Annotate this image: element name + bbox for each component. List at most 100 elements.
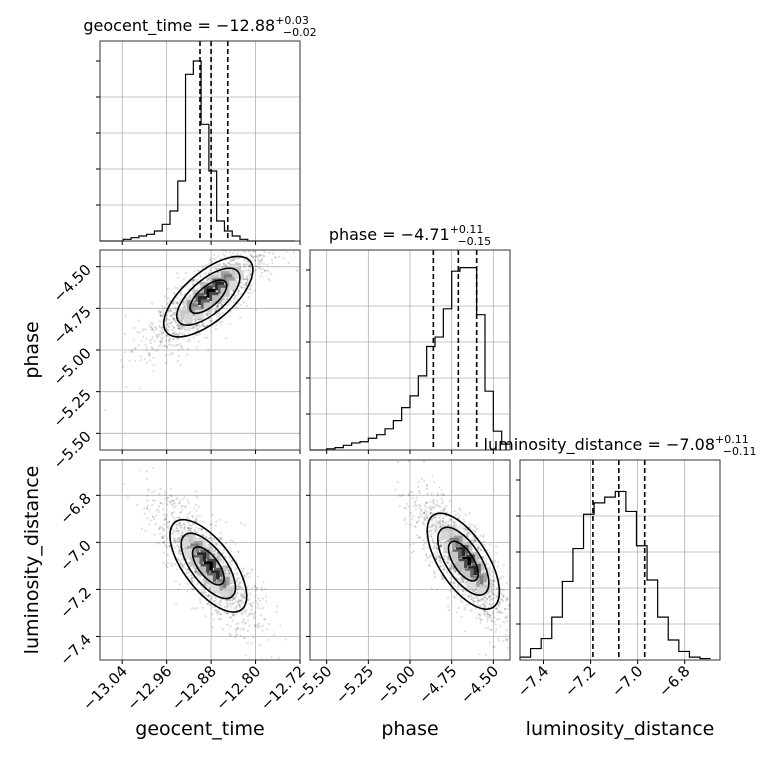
sample-point xyxy=(155,349,158,352)
sample-point xyxy=(151,335,154,339)
sample-point xyxy=(170,562,173,565)
sample-point xyxy=(464,513,467,516)
sample-point xyxy=(172,291,175,294)
sample-point xyxy=(169,322,172,325)
sample-point xyxy=(259,259,262,262)
sample-point xyxy=(172,332,175,335)
sample-point xyxy=(215,324,218,327)
sample-point xyxy=(178,327,181,330)
sample-point xyxy=(160,333,163,336)
sample-point xyxy=(176,333,179,337)
sample-point xyxy=(490,628,493,631)
sample-point xyxy=(179,528,182,531)
sample-point xyxy=(439,505,442,508)
sample-point xyxy=(442,507,446,510)
contour-level-1 xyxy=(176,267,241,326)
sample-point xyxy=(136,330,139,334)
sample-point xyxy=(164,339,168,342)
sample-point xyxy=(498,617,501,620)
sample-point xyxy=(173,344,176,347)
sample-point xyxy=(148,324,151,327)
sample-point xyxy=(175,526,178,530)
sample-point xyxy=(123,351,126,354)
sample-point xyxy=(497,561,500,564)
sample-point xyxy=(255,265,259,268)
sample-point xyxy=(176,544,179,547)
sample-point xyxy=(500,576,503,579)
sample-point xyxy=(231,614,235,617)
sample-point xyxy=(214,524,217,527)
sample-point xyxy=(257,263,260,266)
sample-point xyxy=(190,577,193,581)
sample-point xyxy=(125,385,128,388)
sample-point xyxy=(172,531,175,534)
sample-point xyxy=(239,634,242,637)
sample-point xyxy=(438,486,441,489)
sample-point xyxy=(236,290,239,293)
sample-point xyxy=(172,500,175,503)
sample-point xyxy=(255,587,258,590)
sample-point xyxy=(431,518,434,521)
sample-point xyxy=(250,642,253,645)
sample-point xyxy=(238,244,240,246)
sample-point xyxy=(237,257,240,260)
y-tick-label: −5.50 xyxy=(50,427,95,472)
sample-point xyxy=(251,587,254,590)
sample-point xyxy=(426,510,429,513)
sample-point xyxy=(183,523,186,526)
sample-point xyxy=(164,517,167,520)
sample-point xyxy=(407,505,410,508)
sample-point xyxy=(226,612,229,615)
sample-point xyxy=(454,596,457,599)
sample-point xyxy=(234,568,237,571)
sample-point xyxy=(150,325,153,328)
sample-point xyxy=(443,551,446,554)
sample-point xyxy=(275,610,278,614)
sample-point xyxy=(181,564,184,567)
sample-point xyxy=(168,353,171,356)
sample-point xyxy=(161,336,164,340)
sample-point xyxy=(250,266,253,270)
sample-point xyxy=(151,346,154,349)
sample-point xyxy=(199,601,202,604)
sample-point xyxy=(494,623,497,626)
sample-point xyxy=(227,571,230,574)
sample-point xyxy=(143,512,146,515)
sample-point xyxy=(215,313,218,316)
sample-point xyxy=(422,460,426,463)
sample-point xyxy=(188,561,191,564)
sample-point xyxy=(418,503,421,507)
sample-point xyxy=(190,579,193,582)
sample-point xyxy=(426,516,429,519)
sample-point xyxy=(191,515,194,519)
sample-point xyxy=(479,548,482,551)
sample-point xyxy=(231,599,234,602)
sample-point xyxy=(485,557,488,560)
sample-point xyxy=(168,339,171,342)
sample-point xyxy=(249,288,252,291)
sample-point xyxy=(433,544,436,548)
sample-point xyxy=(470,594,473,597)
sample-point xyxy=(157,508,160,511)
histogram-step-geocent_time xyxy=(100,60,295,242)
sample-point xyxy=(481,603,484,606)
sample-point xyxy=(258,644,261,647)
sample-point xyxy=(150,338,154,341)
sample-point xyxy=(172,332,175,335)
sample-point xyxy=(468,522,471,526)
sample-point xyxy=(140,527,144,530)
sample-point xyxy=(478,548,481,551)
sample-point xyxy=(440,561,443,564)
sample-point xyxy=(455,523,458,526)
sample-point xyxy=(193,530,196,533)
sample-point xyxy=(211,606,214,609)
sample-point xyxy=(174,306,177,309)
sample-point xyxy=(472,541,475,544)
sample-point xyxy=(173,317,176,320)
sample-point xyxy=(183,525,186,528)
sample-point xyxy=(242,568,245,571)
sample-point xyxy=(186,340,189,343)
sample-point xyxy=(499,624,502,627)
sample-point xyxy=(157,541,160,544)
sample-point xyxy=(244,264,247,267)
